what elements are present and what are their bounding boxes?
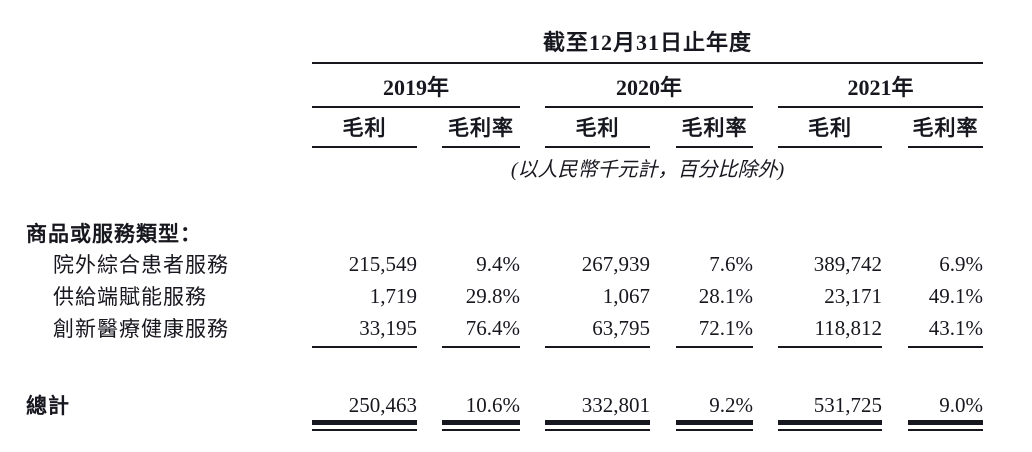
cell-value: 63,795 bbox=[592, 315, 650, 340]
total-double-rule bbox=[676, 420, 753, 431]
cell-value: 7.6% bbox=[709, 251, 753, 276]
section-header-row: 商品或服務類型： bbox=[0, 218, 1032, 248]
col-header-gross-margin-2021: 毛利率 bbox=[912, 116, 979, 140]
year-header-2020: 2020年 bbox=[615, 75, 682, 100]
cell-value: 1,719 bbox=[369, 283, 417, 308]
row-label: 創新醫療健康服務 bbox=[53, 317, 229, 341]
cell-value: 33,195 bbox=[359, 315, 417, 340]
total-double-rule bbox=[778, 420, 882, 431]
column-rule bbox=[908, 146, 983, 148]
column-rule bbox=[442, 146, 520, 148]
total-value: 10.6% bbox=[465, 392, 520, 417]
total-double-rule bbox=[312, 420, 417, 431]
subtotal-rule-row bbox=[0, 344, 1032, 348]
total-double-rule bbox=[908, 420, 983, 431]
year-rule-row bbox=[0, 106, 1032, 108]
total-double-rule bbox=[545, 420, 650, 431]
column-rule bbox=[778, 146, 882, 148]
total-value: 9.0% bbox=[939, 392, 983, 417]
subtotal-rule bbox=[442, 346, 520, 348]
total-double-rule bbox=[442, 420, 520, 431]
total-row: 總計 250,463 10.6% 332,801 9.2% 531,725 9.… bbox=[0, 390, 1032, 419]
table-row: 創新醫療健康服務 33,195 76.4% 63,795 72.1% 118,8… bbox=[0, 312, 1032, 344]
year-header-2021: 2021年 bbox=[847, 75, 914, 100]
spacer bbox=[0, 186, 1032, 218]
col-header-gross-profit-2021: 毛利 bbox=[808, 116, 852, 140]
col-header-gross-margin-2020: 毛利率 bbox=[681, 116, 748, 140]
cell-value: 28.1% bbox=[698, 283, 753, 308]
column-rule bbox=[545, 146, 650, 148]
unit-note: (以人民幣千元計，百分比除外) bbox=[510, 158, 785, 181]
cell-value: 6.9% bbox=[939, 251, 983, 276]
header-rule bbox=[312, 62, 983, 64]
period-title: 截至12月31日止年度 bbox=[542, 30, 752, 55]
subtotal-rule bbox=[908, 346, 983, 348]
col-header-gross-profit-2020: 毛利 bbox=[575, 116, 620, 140]
total-rule-row bbox=[0, 418, 1032, 431]
cell-value: 72.1% bbox=[698, 315, 753, 340]
cell-value: 118,812 bbox=[814, 315, 882, 340]
section-header: 商品或服務類型： bbox=[26, 222, 202, 246]
column-rule bbox=[676, 146, 753, 148]
cell-value: 9.4% bbox=[476, 251, 520, 276]
cell-value: 49.1% bbox=[928, 283, 983, 308]
cell-value: 43.1% bbox=[928, 315, 983, 340]
total-value: 332,801 bbox=[581, 392, 650, 417]
cell-value: 1,067 bbox=[602, 283, 650, 308]
header-rule-row bbox=[0, 62, 1032, 64]
table-row: 供給端賦能服務 1,719 29.8% 1,067 28.1% 23,171 4… bbox=[0, 280, 1032, 312]
total-value: 250,463 bbox=[348, 392, 417, 417]
total-value: 9.2% bbox=[709, 392, 753, 417]
cell-value: 76.4% bbox=[465, 315, 520, 340]
column-rule-row bbox=[0, 146, 1032, 148]
total-value: 531,725 bbox=[813, 392, 882, 417]
year-rule-2021 bbox=[778, 106, 983, 108]
table-header-period-row: 截至12月31日止年度 bbox=[0, 0, 1032, 62]
column-header-row: 毛利 毛利率 毛利 毛利率 毛利 毛利率 bbox=[0, 108, 1032, 146]
year-rule-2019 bbox=[312, 106, 520, 108]
year-header-2019: 2019年 bbox=[382, 75, 449, 100]
cell-value: 215,549 bbox=[348, 251, 417, 276]
cell-value: 23,171 bbox=[824, 283, 882, 308]
subtotal-rule bbox=[778, 346, 882, 348]
year-rule-2020 bbox=[545, 106, 753, 108]
cell-value: 267,939 bbox=[581, 251, 650, 276]
col-header-gross-profit-2019: 毛利 bbox=[342, 116, 387, 140]
unit-note-row: (以人民幣千元計，百分比除外) bbox=[0, 148, 1032, 186]
subtotal-rule bbox=[676, 346, 753, 348]
table-row: 院外綜合患者服務 215,549 9.4% 267,939 7.6% 389,7… bbox=[0, 248, 1032, 280]
col-header-gross-margin-2019: 毛利率 bbox=[448, 116, 514, 140]
cell-value: 29.8% bbox=[465, 283, 520, 308]
subtotal-rule bbox=[312, 346, 417, 348]
row-label: 供給端賦能服務 bbox=[53, 285, 207, 309]
year-header-row: 2019年 2020年 2021年 bbox=[0, 64, 1032, 106]
row-label: 院外綜合患者服務 bbox=[53, 253, 229, 277]
subtotal-rule bbox=[545, 346, 650, 348]
column-rule bbox=[312, 146, 417, 148]
total-label: 總計 bbox=[26, 394, 70, 418]
cell-value: 389,742 bbox=[813, 251, 882, 276]
spacer bbox=[0, 348, 1032, 390]
